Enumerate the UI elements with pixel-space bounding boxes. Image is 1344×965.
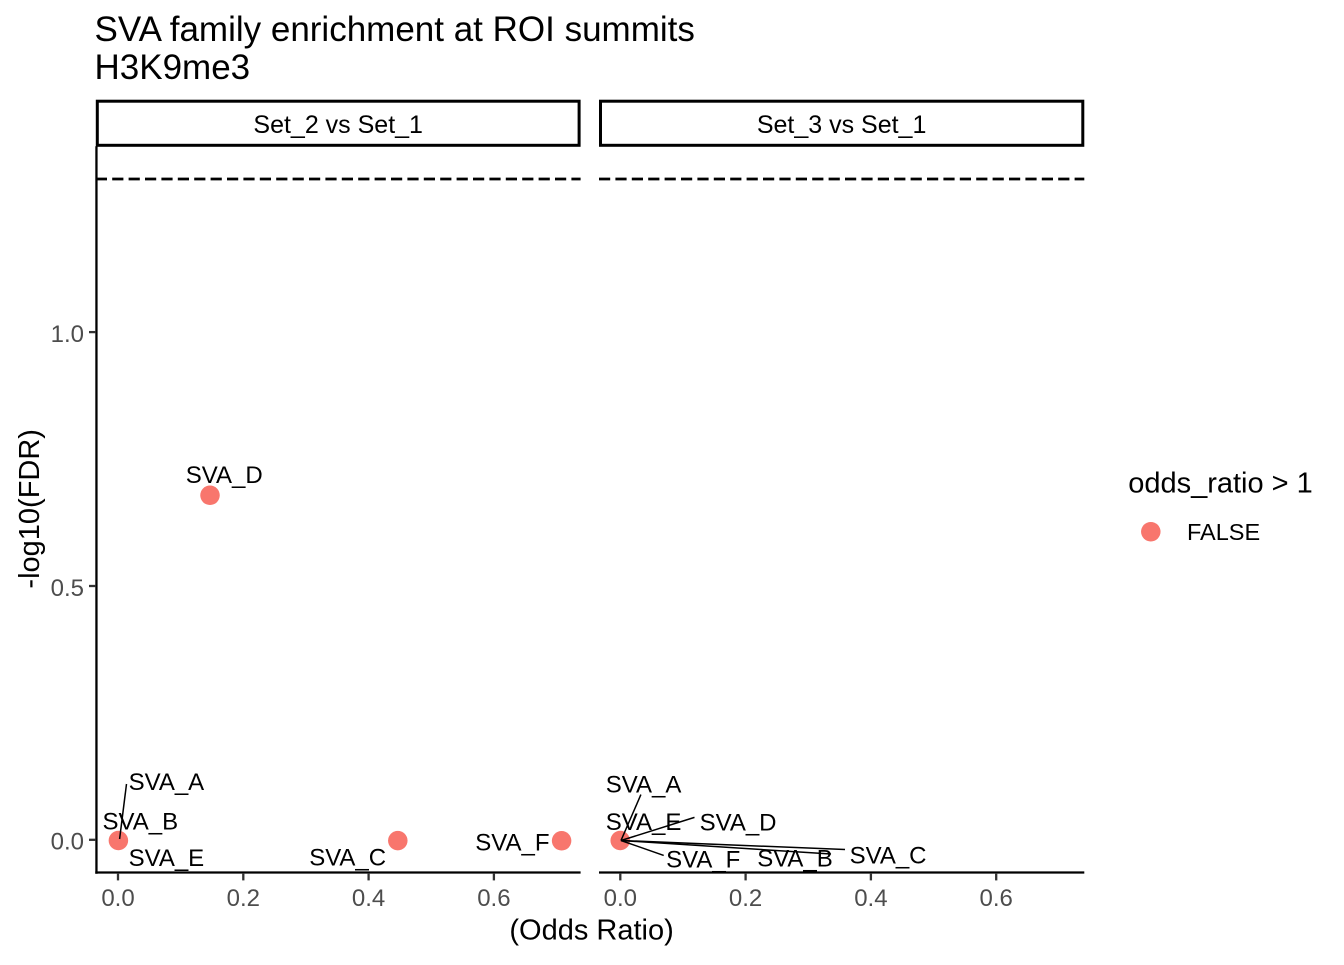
svg-text:1.0: 1.0 <box>51 321 84 348</box>
svg-text:SVA_C: SVA_C <box>309 844 386 871</box>
svg-text:0.0: 0.0 <box>604 885 637 912</box>
svg-text:0.4: 0.4 <box>352 885 385 912</box>
svg-text:0.2: 0.2 <box>729 885 762 912</box>
svg-text:0.6: 0.6 <box>477 885 510 912</box>
svg-text:SVA_B: SVA_B <box>103 809 179 836</box>
svg-text:0.0: 0.0 <box>101 885 134 912</box>
svg-text:SVA_E: SVA_E <box>129 845 205 872</box>
svg-text:Set_2 vs Set_1: Set_2 vs Set_1 <box>253 111 423 139</box>
svg-text:SVA_D: SVA_D <box>186 462 263 489</box>
svg-text:FALSE: FALSE <box>1187 519 1260 545</box>
svg-text:0.4: 0.4 <box>854 885 887 912</box>
svg-text:SVA_F: SVA_F <box>666 846 740 873</box>
svg-text:(Odds Ratio): (Odds Ratio) <box>509 915 673 947</box>
svg-text:-log10(FDR): -log10(FDR) <box>14 429 46 589</box>
svg-text:odds_ratio > 1: odds_ratio > 1 <box>1128 468 1313 500</box>
svg-text:0.6: 0.6 <box>980 885 1013 912</box>
svg-text:SVA_E: SVA_E <box>606 809 682 836</box>
svg-text:0.0: 0.0 <box>51 829 84 856</box>
svg-text:SVA_D: SVA_D <box>700 810 777 837</box>
svg-text:H3K9me3: H3K9me3 <box>95 48 251 87</box>
svg-text:SVA_B: SVA_B <box>757 846 833 873</box>
svg-text:0.5: 0.5 <box>51 575 84 602</box>
svg-text:SVA_A: SVA_A <box>129 769 205 796</box>
svg-text:Set_3 vs Set_1: Set_3 vs Set_1 <box>757 111 927 139</box>
svg-text:SVA_A: SVA_A <box>606 771 682 798</box>
svg-text:SVA_C: SVA_C <box>850 842 927 869</box>
svg-text:0.2: 0.2 <box>227 885 260 912</box>
svg-text:SVA family enrichment at ROI s: SVA family enrichment at ROI summits <box>95 10 695 49</box>
svg-text:SVA_F: SVA_F <box>475 829 549 856</box>
